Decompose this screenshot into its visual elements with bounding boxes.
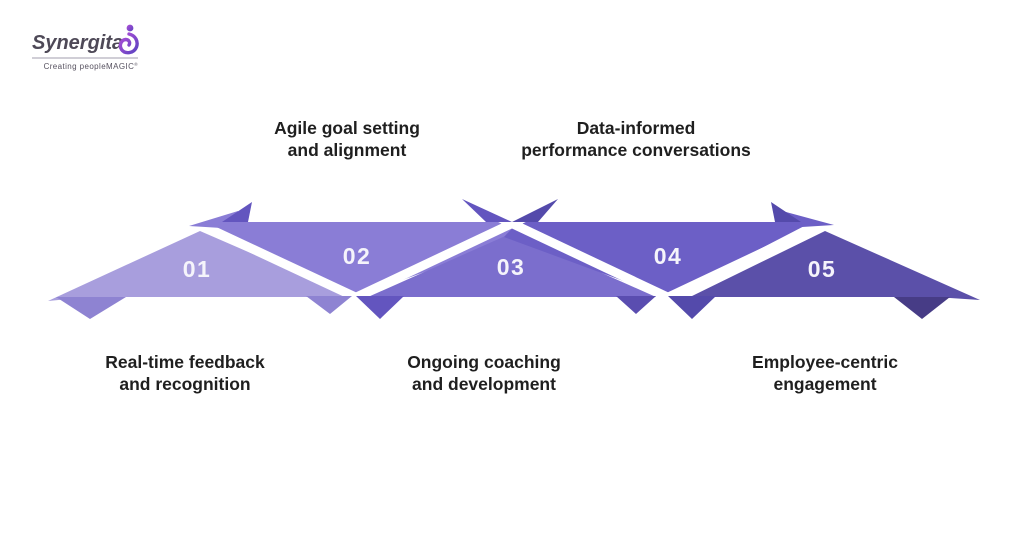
arrow-fin-bottom-junction-1-left	[306, 296, 352, 314]
step-number-02: 02	[343, 243, 372, 269]
logo-wordmark: Synergita	[32, 32, 123, 54]
arrow-fin-top-junction-2-right	[512, 199, 558, 222]
gap-04-05	[656, 210, 844, 307]
segment-label-04: Data-informed performance conversations	[521, 117, 751, 161]
step-number-03: 03	[497, 254, 526, 280]
segment-label-03: Ongoing coaching and development	[407, 351, 561, 395]
synergita-logo: Synergita Creating peopleMAGIC®	[32, 24, 139, 71]
step-number-01: 01	[183, 256, 212, 282]
segment-04-shape	[504, 222, 812, 297]
segment-label-01: Real-time feedback and recognition	[105, 351, 265, 395]
arrow-fin-right-end	[894, 297, 950, 319]
arrow-tip-top-junction-3	[786, 212, 834, 228]
segment-label-line: and alignment	[287, 140, 407, 160]
segment-03-shape	[368, 233, 656, 297]
segment-label-line: Agile goal setting	[274, 118, 420, 138]
arrow-fin-left-end	[56, 297, 126, 319]
gap-03-04	[492, 210, 680, 307]
segment-label-line: and development	[412, 374, 556, 394]
segment-01-shape	[48, 231, 352, 301]
segment-label-line: Data-informed	[576, 118, 696, 138]
segment-label-line: Real-time feedback	[105, 352, 265, 372]
step-number-05: 05	[808, 256, 837, 282]
segment-label-line: Employee-centric	[752, 352, 898, 372]
segment-label-line: engagement	[773, 374, 877, 394]
arrow-tip-top-junction-1	[189, 211, 238, 229]
segment-label-02: Agile goal setting and alignment	[274, 117, 420, 161]
logo-swirl-icon	[118, 24, 139, 55]
arrow-fin-bottom-junction-2-right	[668, 296, 716, 319]
step-number-04: 04	[654, 243, 683, 269]
segment-05-shape	[690, 231, 980, 300]
gap-01-02	[178, 210, 368, 307]
segment-label-line: and recognition	[119, 374, 251, 394]
arrow-fin-top-junction-3	[771, 202, 801, 222]
arrow-fin-bottom-junction-1-right	[356, 296, 404, 319]
arrow-fin-top-junction-1	[222, 202, 252, 222]
logo-tagline: Creating peopleMAGIC®	[44, 61, 139, 71]
segment-label-line: Ongoing coaching	[407, 352, 561, 372]
segment-02-shape	[202, 222, 522, 297]
arrow-fin-bottom-junction-2-left	[616, 296, 656, 314]
arrow-fin-top-junction-2-left	[462, 199, 512, 222]
segment-label-line: performance conversations	[521, 140, 751, 160]
gap-02-03	[344, 210, 532, 307]
segment-label-05: Employee-centric engagement	[752, 351, 898, 395]
